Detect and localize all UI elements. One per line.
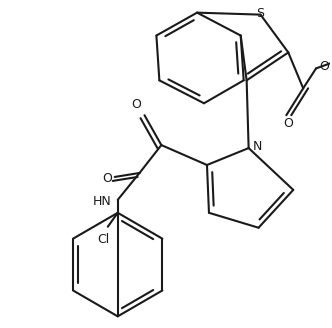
Text: O: O — [284, 117, 293, 130]
Text: Cl: Cl — [98, 233, 110, 246]
Text: O: O — [319, 60, 329, 73]
Text: O: O — [102, 173, 112, 185]
Text: N: N — [253, 140, 262, 153]
Text: O: O — [132, 98, 141, 111]
Text: HN: HN — [93, 195, 112, 208]
Text: S: S — [257, 7, 265, 20]
